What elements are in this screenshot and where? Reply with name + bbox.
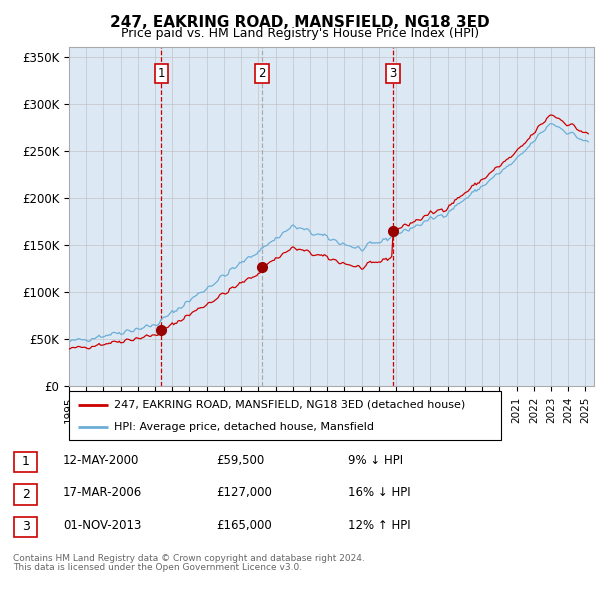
Text: £127,000: £127,000 (216, 486, 272, 499)
Text: 12% ↑ HPI: 12% ↑ HPI (348, 519, 410, 532)
Text: HPI: Average price, detached house, Mansfield: HPI: Average price, detached house, Mans… (115, 422, 374, 432)
Text: 3: 3 (22, 520, 30, 533)
Text: 9% ↓ HPI: 9% ↓ HPI (348, 454, 403, 467)
Text: 2: 2 (258, 67, 266, 80)
Text: Price paid vs. HM Land Registry's House Price Index (HPI): Price paid vs. HM Land Registry's House … (121, 27, 479, 40)
Text: 01-NOV-2013: 01-NOV-2013 (63, 519, 142, 532)
Text: 17-MAR-2006: 17-MAR-2006 (63, 486, 142, 499)
Text: £59,500: £59,500 (216, 454, 264, 467)
Text: 16% ↓ HPI: 16% ↓ HPI (348, 486, 410, 499)
Text: 3: 3 (389, 67, 397, 80)
Text: 247, EAKRING ROAD, MANSFIELD, NG18 3ED: 247, EAKRING ROAD, MANSFIELD, NG18 3ED (110, 15, 490, 30)
Text: 1: 1 (158, 67, 165, 80)
Text: £165,000: £165,000 (216, 519, 272, 532)
Text: Contains HM Land Registry data © Crown copyright and database right 2024.: Contains HM Land Registry data © Crown c… (13, 555, 365, 563)
Text: 247, EAKRING ROAD, MANSFIELD, NG18 3ED (detached house): 247, EAKRING ROAD, MANSFIELD, NG18 3ED (… (115, 399, 466, 409)
Text: 12-MAY-2000: 12-MAY-2000 (63, 454, 139, 467)
Text: 1: 1 (22, 455, 30, 468)
Text: 2: 2 (22, 488, 30, 501)
Text: This data is licensed under the Open Government Licence v3.0.: This data is licensed under the Open Gov… (13, 563, 302, 572)
